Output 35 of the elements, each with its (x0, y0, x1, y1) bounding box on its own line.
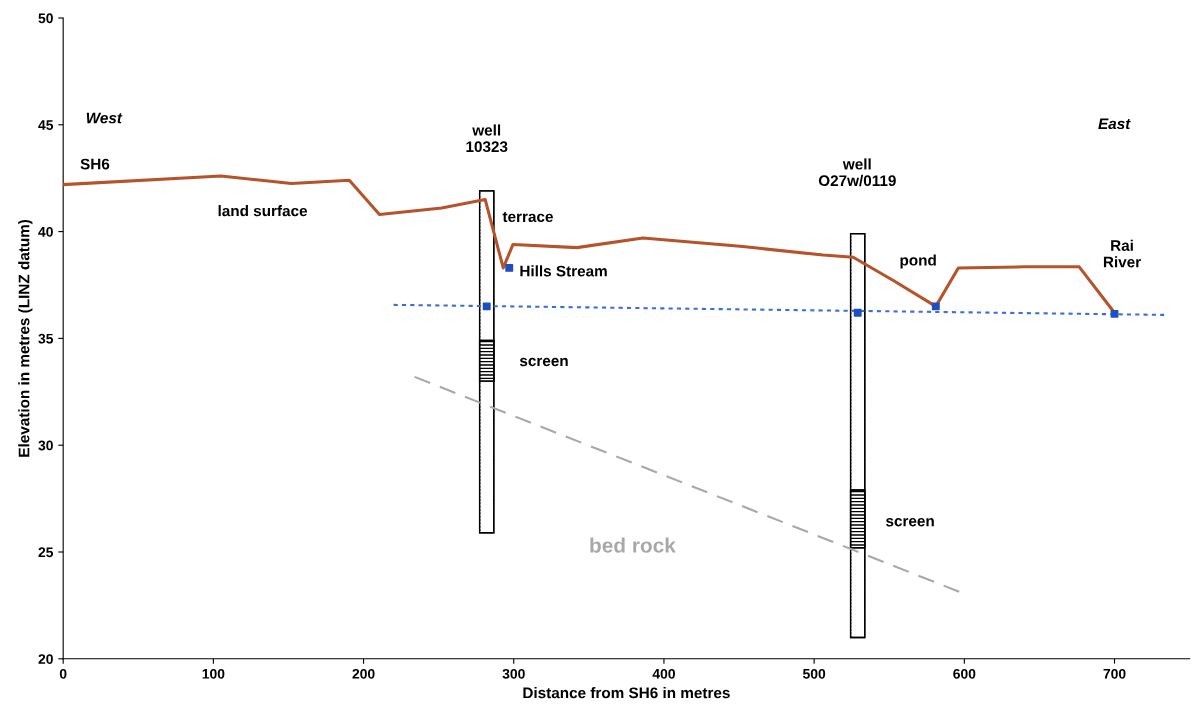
x-tick-label: 300 (502, 668, 525, 679)
y-tick-label: 40 (38, 226, 53, 237)
annotation: Hills Stream (520, 265, 607, 277)
x-tick-label: 200 (352, 668, 375, 679)
point (505, 263, 514, 272)
point (1110, 309, 1119, 318)
y-tick-label: 35 (38, 333, 54, 344)
annotation: West (86, 112, 123, 124)
point (482, 302, 491, 311)
y-tick-label: 50 (38, 13, 53, 24)
annotation: screen (886, 518, 934, 527)
text: bed rock (590, 537, 676, 553)
annotation: screen (519, 357, 568, 367)
x-axis-title: Distance from SH6 in metres (523, 687, 730, 699)
annotation: East (1098, 118, 1131, 130)
y-tick-label: 20 (38, 654, 53, 664)
y-tick-label: 25 (38, 547, 54, 558)
y-tick-label: 30 (38, 440, 53, 451)
x-tick-label: 0 (59, 668, 67, 679)
point (853, 308, 862, 317)
annotation: terrace (502, 211, 553, 223)
x-tick-label: 100 (202, 668, 225, 679)
x-tick-label: 400 (652, 668, 675, 679)
annotation: Rai River (1103, 239, 1141, 268)
annotation: SH6 (80, 158, 110, 170)
y-axis-title: Elevation in metres (LINZ datum) (18, 219, 33, 457)
x-tick-label: 500 (802, 668, 826, 679)
x-tick-label: 600 (953, 668, 976, 679)
x-tick-label: 700 (1103, 668, 1126, 679)
annotation: pond (900, 254, 936, 269)
annotation: well 10323 (466, 124, 508, 153)
annotation: land surface (218, 205, 308, 217)
y-tick-label: 45 (38, 120, 54, 130)
annotation: well O27w/0119 (818, 158, 896, 187)
point (931, 302, 940, 311)
